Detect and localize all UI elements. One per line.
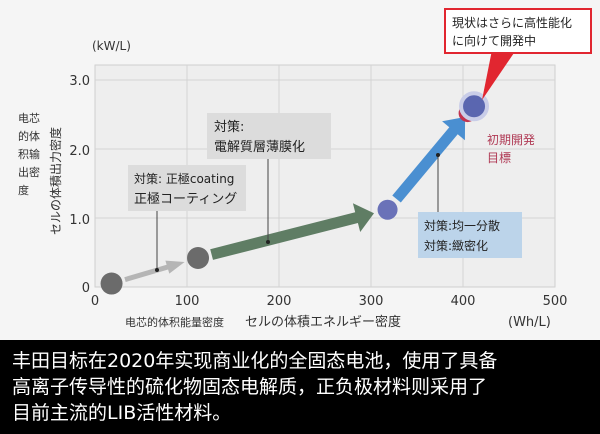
x-tick: 200 <box>267 294 292 309</box>
callout-line2: に向けて開発中 <box>452 33 536 48</box>
callout-line1: 現状はさらに高性能化 <box>452 15 572 30</box>
annotation-3-line1: 対策:均一分散 <box>424 218 500 233</box>
annotation-2-box <box>207 113 331 159</box>
annotation-1-line1: 対策: 正極coating <box>134 171 234 186</box>
y-axis-label-cn: 电芯 的体 积输 出密 度 <box>18 111 40 197</box>
caption-line: 丰田目标在2020年实现商业化的全固态电池，使用了具备 <box>12 350 498 372</box>
y-axis-label-cn-1: 电芯 <box>18 111 40 125</box>
y-tick: 3.0 <box>69 74 90 89</box>
trend-arrow-1 <box>124 260 185 282</box>
data-point <box>100 272 123 295</box>
annotation-2: 対策: 電解質層薄膜化 <box>207 113 331 244</box>
callout: 現状はさらに高性能化 に向けて開発中 <box>444 8 592 100</box>
y-ticks: 0 1.0 2.0 3.0 <box>69 74 90 296</box>
annotation-1-line2: 正極コーティング <box>134 191 237 207</box>
y-unit-label: (kW/L) <box>92 39 131 53</box>
data-point <box>187 247 210 270</box>
target-label-line2: 目標 <box>487 151 511 165</box>
trend-arrow-2 <box>210 203 374 260</box>
chart: (kW/L) (Wh/L) 电芯 的体 积输 出密 度 セルの体積出力密度 电芯… <box>18 8 592 330</box>
annotation-3-dot <box>436 153 440 157</box>
annotation-1-box <box>128 165 246 211</box>
trend-arrow-3 <box>392 117 466 203</box>
target-label-line1: 初期開発 <box>487 133 535 147</box>
data-point <box>377 199 398 220</box>
chart-area: (kW/L) (Wh/L) 电芯 的体 积输 出密 度 セルの体積出力密度 电芯… <box>0 0 600 340</box>
y-axis-label-cn-4: 出密 <box>18 165 40 179</box>
annotation-3-line2: 対策:緻密化 <box>424 238 488 253</box>
caption-line: 高离子传导性的硫化物固态电解质，正负极材料则采用了 <box>12 376 488 398</box>
y-tick: 0 <box>82 281 90 296</box>
x-ticks: 0 100 200 300 400 500 <box>91 294 568 309</box>
caption-line: 目前主流的LIB活性材料。 <box>12 402 232 424</box>
x-tick: 300 <box>359 294 384 309</box>
y-axis-label-jp: セルの体積出力密度 <box>48 127 63 235</box>
x-tick: 400 <box>451 294 476 309</box>
x-axis-label-jp: セルの体積エネルギー密度 <box>245 314 401 330</box>
y-axis-label-cn-5: 度 <box>18 183 29 197</box>
caption: 丰田目标在2020年实现商业化的全固态电池，使用了具备 高离子传导性的硫化物固态… <box>0 340 600 434</box>
annotation-2-line1: 対策: <box>214 119 244 135</box>
y-tick: 2.0 <box>69 144 90 159</box>
annotation-2-line2: 電解質層薄膜化 <box>214 140 305 155</box>
series <box>100 91 490 295</box>
annotation-2-dot <box>266 240 270 244</box>
x-tick: 0 <box>91 294 99 309</box>
callout-pointer <box>482 50 516 100</box>
annotation-3: 対策:均一分散 対策:緻密化 <box>418 153 522 258</box>
target-label: 初期開発 目標 <box>487 133 535 165</box>
x-tick: 500 <box>543 294 568 309</box>
y-axis-label-cn-3: 积输 <box>18 147 40 161</box>
annotation-3-box <box>418 212 522 258</box>
x-axis-label-cn: 电芯的体积能量密度 <box>125 315 224 329</box>
y-axis-label-cn-2: 的体 <box>18 129 40 143</box>
annotation-1: 対策: 正極coating 正極コーティング <box>128 165 246 272</box>
data-point <box>459 91 490 122</box>
callout-box <box>444 8 592 54</box>
annotation-1-dot <box>155 268 159 272</box>
y-tick: 1.0 <box>69 213 90 228</box>
x-unit-label: (Wh/L) <box>508 315 551 330</box>
x-tick: 100 <box>175 294 200 309</box>
